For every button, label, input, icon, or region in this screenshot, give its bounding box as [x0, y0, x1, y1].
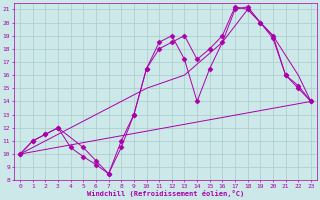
X-axis label: Windchill (Refroidissement éolien,°C): Windchill (Refroidissement éolien,°C)	[87, 190, 244, 197]
